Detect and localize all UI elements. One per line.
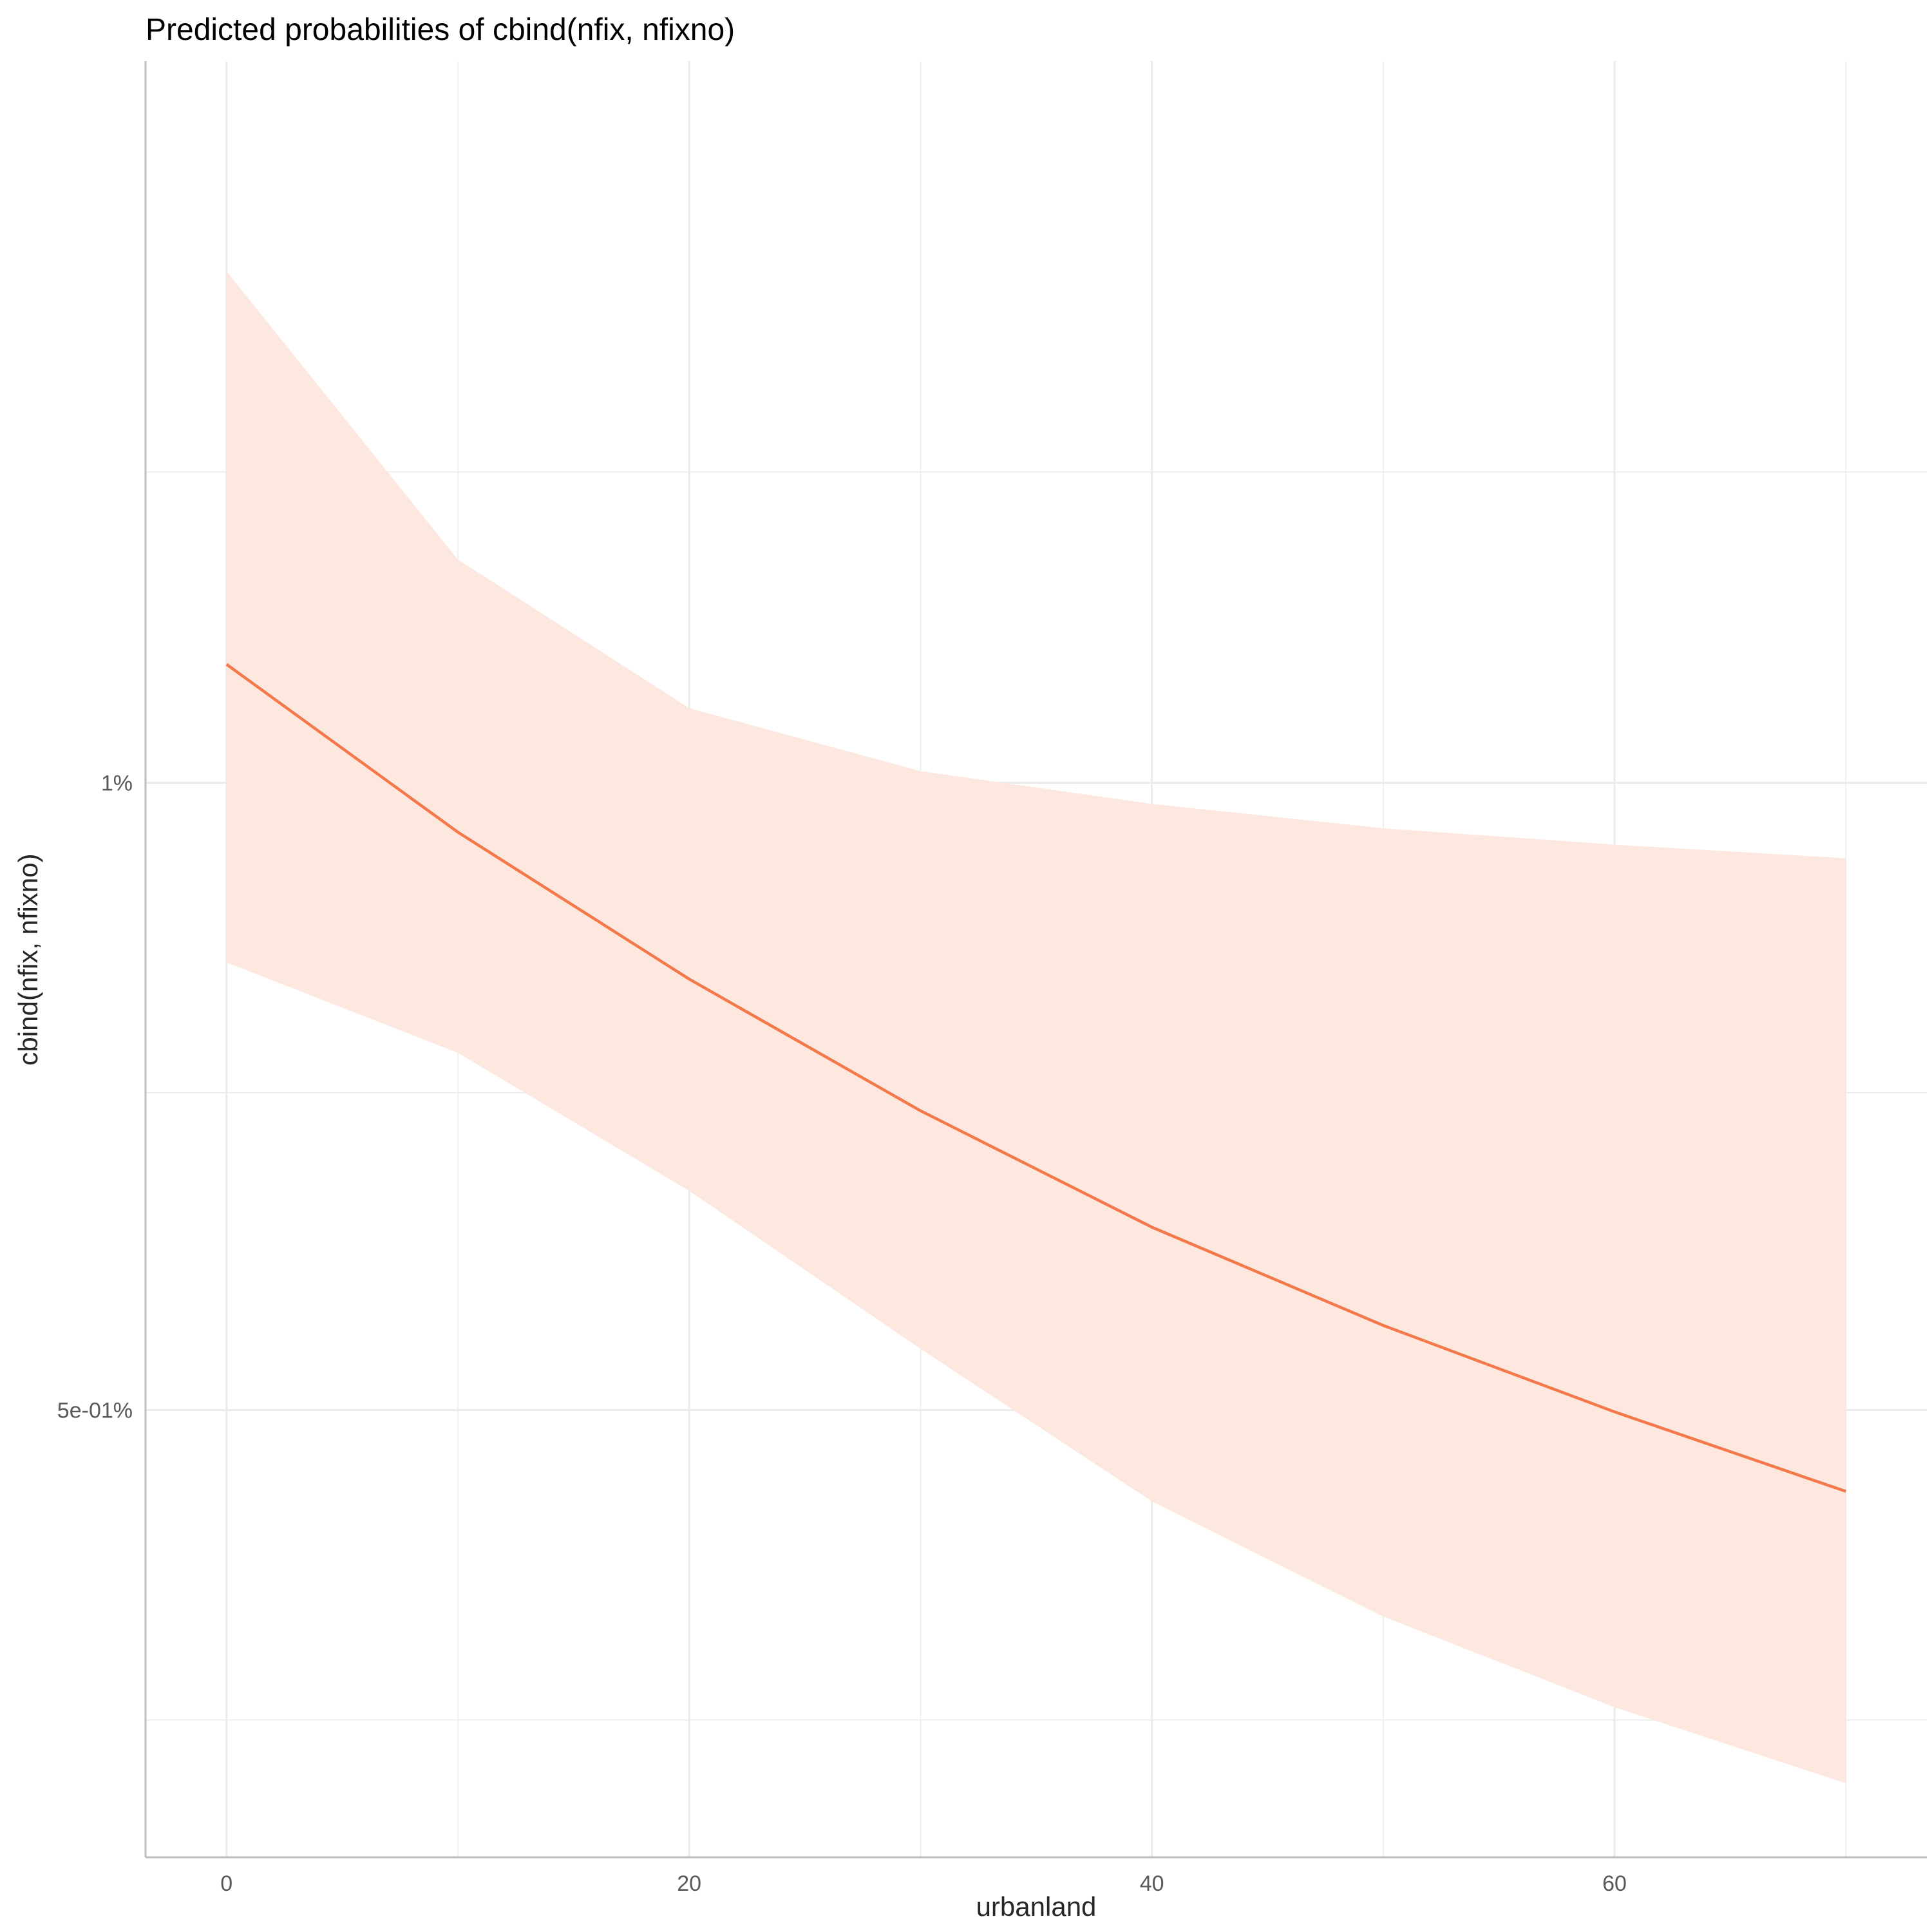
confidence-ribbon	[226, 271, 1846, 1784]
tick-labels: 0 20 40 60 1% 5e-01%	[57, 772, 1627, 1896]
x-tick-label: 40	[1140, 1871, 1164, 1896]
prediction-line	[225, 663, 1847, 1493]
y-tick-label: 1%	[101, 772, 133, 796]
prediction-line-layer	[225, 663, 1847, 1493]
x-tick-label: 20	[677, 1871, 701, 1896]
x-axis-title: urbanland	[976, 1891, 1097, 1922]
chart-title: Predicted probabilities of cbind(nfix, n…	[146, 13, 735, 47]
axes	[144, 61, 1927, 1859]
confidence-ribbon-layer	[226, 271, 1846, 1784]
y-tick-label: 5e-01%	[57, 1398, 133, 1423]
x-tick-label: 0	[220, 1871, 232, 1896]
y-axis-title: cbind(nfix, nfixno)	[13, 853, 43, 1065]
x-tick-label: 60	[1602, 1871, 1627, 1896]
